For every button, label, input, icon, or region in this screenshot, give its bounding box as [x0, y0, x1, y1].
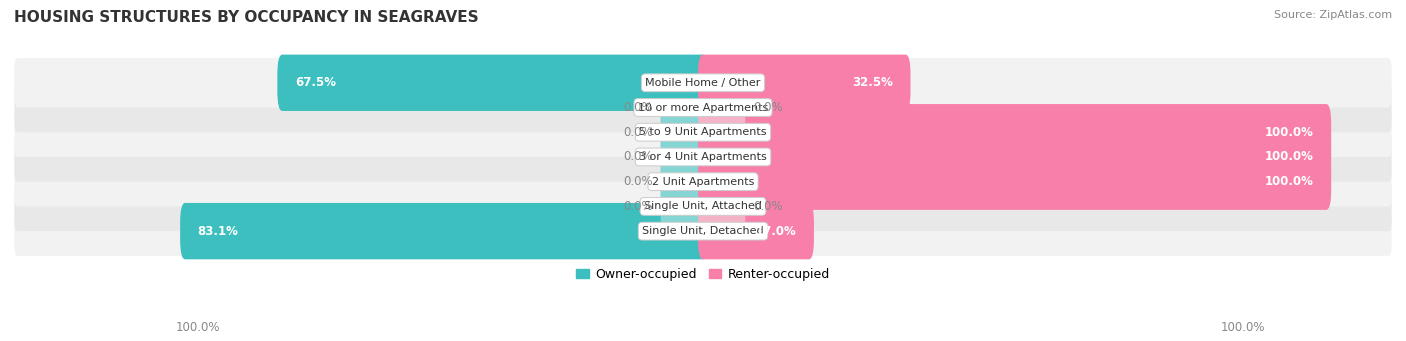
FancyBboxPatch shape: [180, 203, 709, 259]
FancyBboxPatch shape: [14, 107, 1392, 157]
FancyBboxPatch shape: [697, 79, 745, 136]
FancyBboxPatch shape: [697, 178, 745, 235]
Text: 3 or 4 Unit Apartments: 3 or 4 Unit Apartments: [640, 152, 766, 162]
FancyBboxPatch shape: [697, 104, 1331, 160]
FancyBboxPatch shape: [661, 104, 709, 160]
FancyBboxPatch shape: [661, 153, 709, 210]
FancyBboxPatch shape: [14, 132, 1392, 182]
Text: HOUSING STRUCTURES BY OCCUPANCY IN SEAGRAVES: HOUSING STRUCTURES BY OCCUPANCY IN SEAGR…: [14, 10, 478, 25]
FancyBboxPatch shape: [697, 129, 1331, 185]
Text: 32.5%: 32.5%: [852, 76, 893, 89]
Text: 83.1%: 83.1%: [198, 225, 239, 238]
FancyBboxPatch shape: [697, 153, 1331, 210]
Text: Mobile Home / Other: Mobile Home / Other: [645, 78, 761, 88]
Text: 100.0%: 100.0%: [1220, 321, 1265, 334]
Text: 100.0%: 100.0%: [1265, 150, 1313, 163]
Text: 10 or more Apartments: 10 or more Apartments: [638, 103, 768, 113]
Text: 2 Unit Apartments: 2 Unit Apartments: [652, 177, 754, 187]
Text: 5 to 9 Unit Apartments: 5 to 9 Unit Apartments: [640, 127, 766, 137]
Text: 67.5%: 67.5%: [295, 76, 336, 89]
FancyBboxPatch shape: [14, 157, 1392, 206]
FancyBboxPatch shape: [14, 182, 1392, 231]
Text: 0.0%: 0.0%: [752, 200, 783, 213]
Text: 0.0%: 0.0%: [623, 150, 654, 163]
Text: 0.0%: 0.0%: [623, 101, 654, 114]
Text: 17.0%: 17.0%: [756, 225, 796, 238]
FancyBboxPatch shape: [661, 129, 709, 185]
Text: 0.0%: 0.0%: [752, 101, 783, 114]
FancyBboxPatch shape: [661, 178, 709, 235]
Text: 100.0%: 100.0%: [176, 321, 221, 334]
FancyBboxPatch shape: [14, 206, 1392, 256]
Legend: Owner-occupied, Renter-occupied: Owner-occupied, Renter-occupied: [576, 268, 830, 281]
FancyBboxPatch shape: [277, 55, 709, 111]
Text: 0.0%: 0.0%: [623, 175, 654, 188]
Text: 100.0%: 100.0%: [1265, 126, 1313, 139]
Text: 0.0%: 0.0%: [623, 200, 654, 213]
Text: 0.0%: 0.0%: [623, 126, 654, 139]
FancyBboxPatch shape: [697, 203, 814, 259]
Text: 100.0%: 100.0%: [1265, 175, 1313, 188]
FancyBboxPatch shape: [14, 83, 1392, 132]
Text: Single Unit, Detached: Single Unit, Detached: [643, 226, 763, 236]
Text: Single Unit, Attached: Single Unit, Attached: [644, 202, 762, 211]
FancyBboxPatch shape: [661, 79, 709, 136]
Text: Source: ZipAtlas.com: Source: ZipAtlas.com: [1274, 10, 1392, 20]
FancyBboxPatch shape: [697, 55, 911, 111]
FancyBboxPatch shape: [14, 58, 1392, 107]
